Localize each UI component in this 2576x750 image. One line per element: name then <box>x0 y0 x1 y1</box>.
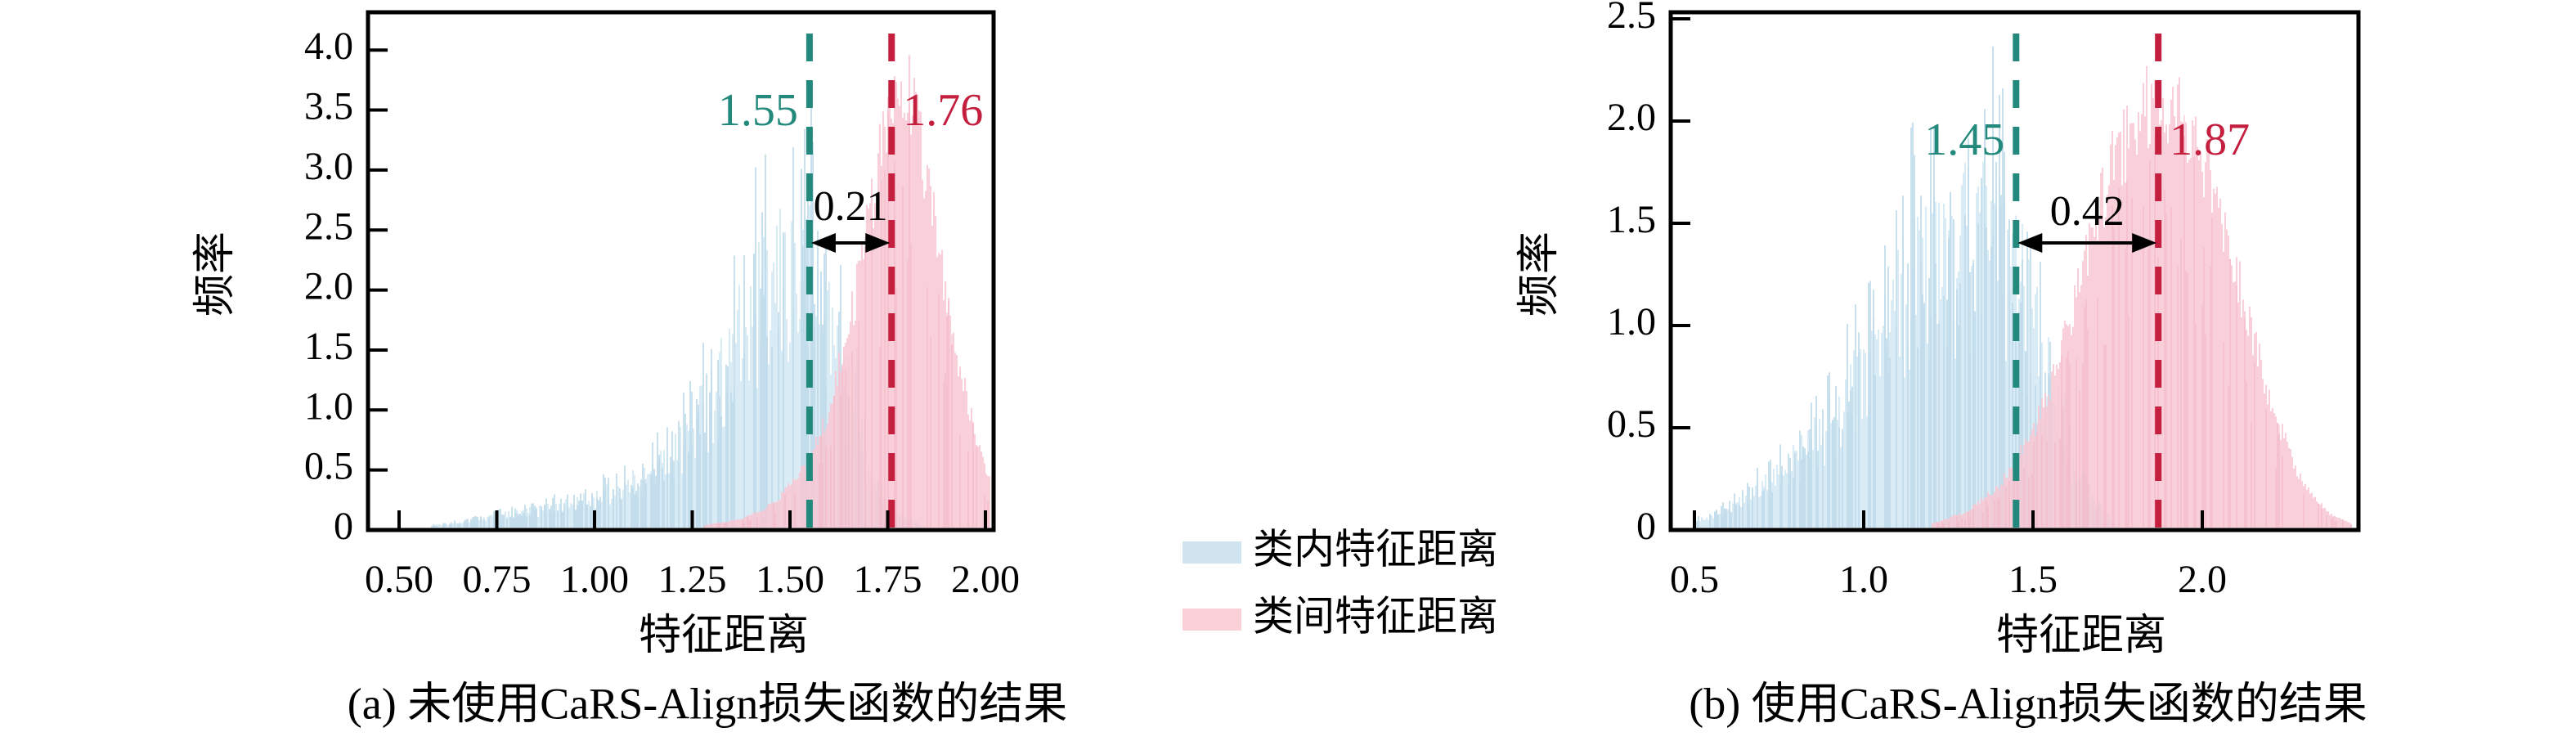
legend-item-intra-class: 类内特征距离 <box>1183 526 1498 572</box>
y-tick-label: 2.0 <box>1607 96 1656 139</box>
legend-swatch <box>1183 541 1241 564</box>
y-tick-label: 0 <box>1636 505 1656 548</box>
y-tick-label: 0.5 <box>304 445 353 488</box>
x-tick-label: 1.50 <box>756 558 824 601</box>
gap-arrowhead-right <box>865 233 891 253</box>
gap-arrowhead-left <box>810 233 836 253</box>
legend-item-label: 类间特征距离 <box>1253 593 1498 639</box>
histogram-inter-class <box>1931 65 2353 528</box>
y-tick-label: 1.0 <box>1607 300 1656 344</box>
chart-panel-a: 0.211.55 1.760.50 0.75 1.00 1.25 1.50 1.75 2.00… <box>192 10 1067 728</box>
y-tick-label: 1.0 <box>304 384 353 428</box>
x-tick-label: 0.75 <box>463 558 532 601</box>
x-tick-label: 0.50 <box>365 558 433 601</box>
x-tick-label: 1.0 <box>1839 558 1888 601</box>
legend-item-inter-class: 类间特征距离 <box>1183 593 1498 639</box>
gap-arrowhead-left <box>2017 233 2043 253</box>
histogram-base-fill <box>1931 65 2353 528</box>
x-tick-label: 2.0 <box>2178 558 2227 601</box>
plot-frame <box>1668 10 2361 532</box>
x-tick-label: 0.5 <box>1670 558 1719 601</box>
y-tick-label: 0 <box>334 505 353 548</box>
x-tick-label: 1.00 <box>560 558 629 601</box>
x-tick-label: 2.00 <box>951 558 1020 601</box>
y-tick-label: 2.0 <box>304 265 353 308</box>
x-tick-label: 1.75 <box>854 558 922 601</box>
legend-swatch <box>1183 609 1241 631</box>
gap-arrowhead-right <box>2132 233 2157 253</box>
inter-class-mean-value: 1.87 <box>2170 115 2250 165</box>
x-axis-title: 特征距离 <box>1996 613 2166 659</box>
y-tick-label: 3.0 <box>304 145 353 188</box>
y-axis-title: 频率 <box>1516 231 1563 317</box>
y-tick-label: 1.5 <box>304 325 353 368</box>
inter-class-mean-value: 1.76 <box>903 85 983 136</box>
intra-class-mean-value: 1.45 <box>1924 115 2004 165</box>
gap-annotation: 0.21 <box>810 183 891 253</box>
panel-caption: (a) 未使用CaRS-Align损失函数的结果 <box>348 679 1067 728</box>
x-axis-title: 特征距离 <box>639 613 809 659</box>
gap-annotation: 0.42 <box>2017 188 2157 253</box>
y-tick-label: 4.0 <box>304 25 353 68</box>
x-tick-label: 1.25 <box>658 558 727 601</box>
panel-caption: (b) 使用CaRS-Align损失函数的结果 <box>1689 679 2367 728</box>
y-tick-label: 2.5 <box>1607 0 1656 37</box>
y-tick-label: 0.5 <box>1607 402 1656 446</box>
y-tick-label: 2.5 <box>304 204 353 248</box>
gap-value-label: 0.42 <box>2050 188 2125 235</box>
y-tick-label: 1.5 <box>1607 198 1656 241</box>
y-tick-label: 3.5 <box>304 85 353 128</box>
chart-panel-b: 0.42 1.45 1.87 0.5 1.0 1.5 2.0 0 0.5 1.0 1.5 2.0 2.5… <box>1516 0 2367 728</box>
x-tick-label: 1.5 <box>2008 558 2058 601</box>
legend-item-label: 类内特征距离 <box>1253 526 1498 572</box>
y-axis-title: 频率 <box>192 231 239 317</box>
histogram-streaks <box>704 104 989 528</box>
gap-value-label: 0.21 <box>814 183 888 230</box>
intra-class-mean-value: 1.55 <box>718 85 798 136</box>
histogram-inter-class <box>703 55 991 528</box>
histogram-base-fill <box>703 55 991 528</box>
plot-frame <box>366 10 996 532</box>
